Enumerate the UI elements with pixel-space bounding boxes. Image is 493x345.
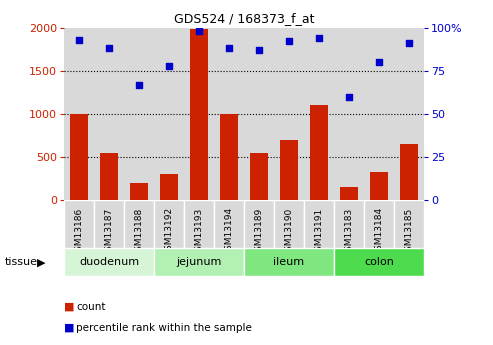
Text: GSM13190: GSM13190 <box>284 207 293 257</box>
Text: ■: ■ <box>64 302 74 312</box>
Bar <box>274 200 304 248</box>
Bar <box>184 200 214 248</box>
Point <box>375 59 383 65</box>
Bar <box>394 200 424 248</box>
Bar <box>64 200 94 248</box>
Text: GSM13185: GSM13185 <box>404 207 414 257</box>
Bar <box>340 187 358 200</box>
Point <box>285 39 293 44</box>
Bar <box>334 248 424 276</box>
Bar <box>64 248 154 276</box>
Text: GSM13193: GSM13193 <box>195 207 204 257</box>
Text: GSM13184: GSM13184 <box>375 207 384 256</box>
Text: duodenum: duodenum <box>79 257 139 267</box>
Bar <box>70 114 88 200</box>
Bar <box>364 200 394 248</box>
Bar <box>244 200 274 248</box>
Bar <box>154 248 244 276</box>
Bar <box>214 200 244 248</box>
Text: GSM13188: GSM13188 <box>135 207 143 257</box>
Text: ileum: ileum <box>274 257 305 267</box>
Point <box>195 28 203 34</box>
Bar <box>130 183 148 200</box>
Bar <box>244 248 334 276</box>
Text: GSM13194: GSM13194 <box>224 207 234 256</box>
Text: ▶: ▶ <box>37 257 45 267</box>
Text: GSM13187: GSM13187 <box>105 207 113 257</box>
Point <box>105 46 113 51</box>
Bar <box>310 105 328 200</box>
Text: percentile rank within the sample: percentile rank within the sample <box>76 323 252 333</box>
Bar <box>190 29 208 200</box>
Text: ■: ■ <box>64 323 74 333</box>
Bar <box>280 140 298 200</box>
Bar <box>250 152 268 200</box>
Point <box>315 35 323 41</box>
Text: GSM13191: GSM13191 <box>315 207 323 257</box>
Text: count: count <box>76 302 106 312</box>
Point <box>345 94 353 99</box>
Title: GDS524 / 168373_f_at: GDS524 / 168373_f_at <box>174 12 314 25</box>
Text: GSM13189: GSM13189 <box>254 207 264 257</box>
Bar <box>124 200 154 248</box>
Bar <box>94 200 124 248</box>
Point <box>165 63 173 68</box>
Text: GSM13183: GSM13183 <box>345 207 353 257</box>
Point <box>255 47 263 53</box>
Bar <box>400 144 418 200</box>
Text: GSM13186: GSM13186 <box>74 207 84 257</box>
Text: GSM13192: GSM13192 <box>165 207 174 256</box>
Bar <box>160 174 178 200</box>
Bar <box>334 200 364 248</box>
Bar <box>220 114 238 200</box>
Text: colon: colon <box>364 257 394 267</box>
Point <box>225 46 233 51</box>
Bar <box>100 152 118 200</box>
Point <box>405 40 413 46</box>
Bar <box>154 200 184 248</box>
Text: jejunum: jejunum <box>176 257 222 267</box>
Point <box>135 82 143 87</box>
Point <box>75 37 83 42</box>
Bar <box>304 200 334 248</box>
Bar <box>370 172 388 200</box>
Text: tissue: tissue <box>5 257 38 267</box>
